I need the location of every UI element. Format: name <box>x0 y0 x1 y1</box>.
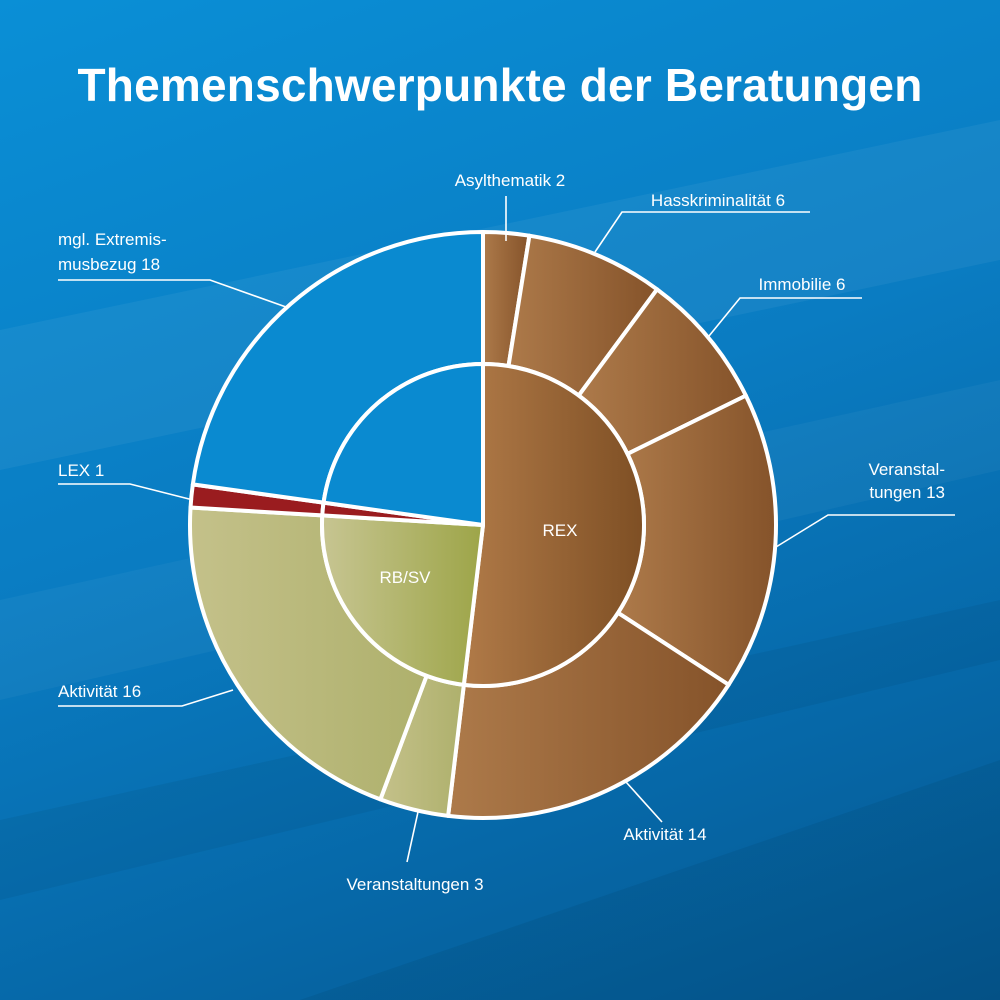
outer-label-rex-immobilie: Immobilie 6 <box>759 275 846 294</box>
outer-label-rex-aktivit-t: Aktivität 14 <box>623 825 706 844</box>
leader-line-rex-veranstaltungen <box>775 514 955 548</box>
outer-label-rb-sv-veranstaltungen: Veranstaltungen 3 <box>346 875 483 894</box>
outer-label-line: Immobilie 6 <box>759 275 846 294</box>
outer-label-line: LEX 1 <box>58 461 104 480</box>
leader-line-rb-sv-veranstaltungen <box>406 811 419 863</box>
inner-slice-mgl-extremismusbezug <box>321 362 485 527</box>
outer-label-mgl-extremismusbezug-mgl-extremismusbezug: mgl. Extremis-musbezug 18 <box>58 230 167 274</box>
outer-label-line: tungen 13 <box>869 483 945 502</box>
outer-label-line: musbezug 18 <box>58 255 160 274</box>
inner-slice-rb-sv <box>320 513 485 687</box>
outer-label-rex-veranstaltungen: Veranstal-tungen 13 <box>868 460 945 502</box>
chart-title: Themenschwerpunkte der Beratungen <box>77 59 923 111</box>
leader-line-lex-lex <box>58 483 194 501</box>
outer-label-line: Aktivität 14 <box>623 825 706 844</box>
slice-labels: REX RB/SV Asylthematik 2 Hasskriminalität 6… <box>58 171 945 894</box>
leader-line-rex-aktivit-t <box>625 781 663 823</box>
outer-label-line: Veranstal- <box>868 460 945 479</box>
outer-label-line: Veranstaltungen 3 <box>346 875 483 894</box>
leader-lines <box>58 196 955 863</box>
outer-label-lex-lex: LEX 1 <box>58 461 104 480</box>
inner-label-rex: REX <box>543 521 578 540</box>
leader-line-mgl-extremismusbezug-mgl-extremismusbezug <box>58 279 287 308</box>
leader-line-rex-immobilie <box>708 297 862 337</box>
outer-label-rb-sv-aktivit-t: Aktivität 16 <box>58 682 141 701</box>
outer-label-line: Aktivität 16 <box>58 682 141 701</box>
leader-line-rb-sv-aktivit-t <box>58 689 234 707</box>
outer-label-line: mgl. Extremis- <box>58 230 167 249</box>
leader-line-rex-hasskriminalit-t <box>594 211 810 253</box>
outer-label-line: Hasskriminalität 6 <box>651 191 785 210</box>
inner-label-rb-sv: RB/SV <box>379 568 431 587</box>
outer-label-rex-hasskriminalit-t: Hasskriminalität 6 <box>651 191 785 210</box>
inner-slice-rex <box>461 362 646 688</box>
outer-label-line: Asylthematik 2 <box>455 171 566 190</box>
inner-ring <box>320 362 646 688</box>
outer-label-rex-asylthematik: Asylthematik 2 <box>455 171 566 190</box>
